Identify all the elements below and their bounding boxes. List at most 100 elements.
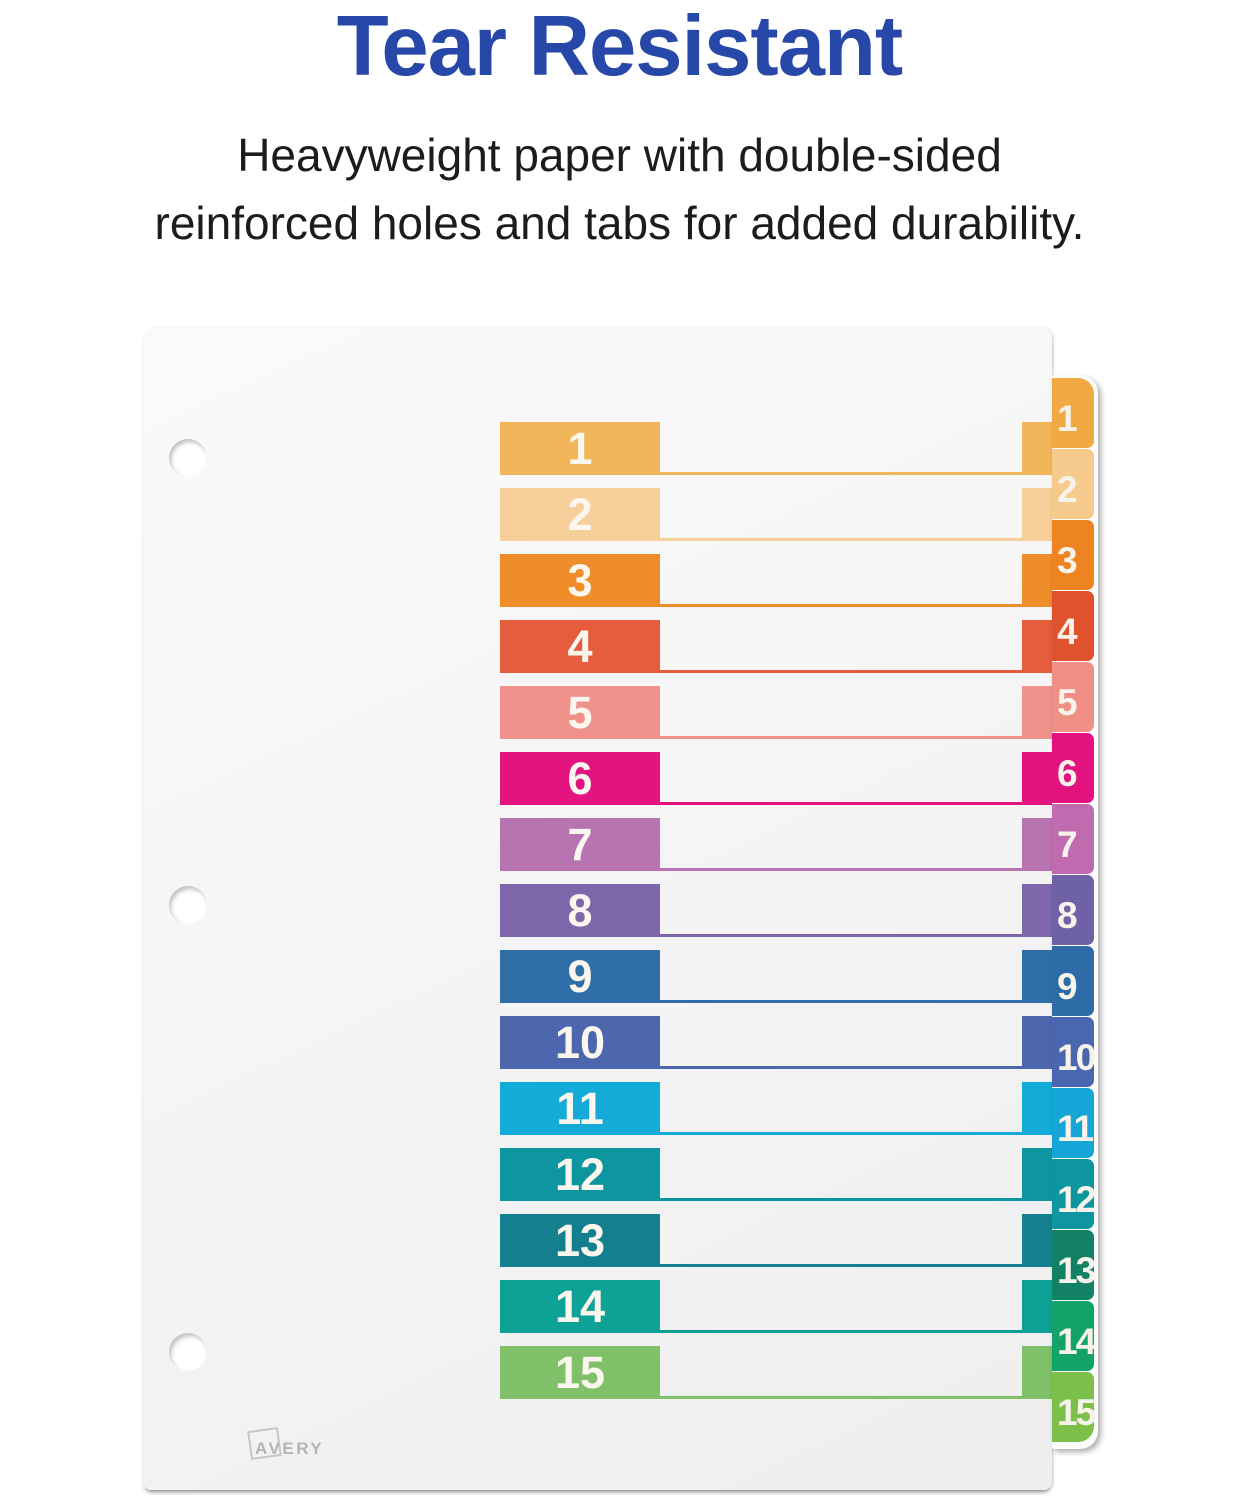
- row-end-cap: [1022, 1346, 1052, 1399]
- tab-label: 3: [1057, 539, 1078, 581]
- row-end-cap: [1022, 488, 1052, 541]
- row-end-cap: [1022, 752, 1052, 805]
- tab-label: 7: [1057, 823, 1078, 865]
- row-number-box: 7: [500, 818, 660, 871]
- toc-table: 1 2 3 4 5: [500, 422, 1052, 1412]
- row-underline: [660, 472, 1022, 475]
- tab-label: 6: [1057, 752, 1078, 794]
- brand-name: AVERY: [255, 1439, 325, 1458]
- tab-label: 14: [1057, 1320, 1096, 1362]
- punch-hole-top: [169, 439, 207, 477]
- row-number-box: 5: [500, 686, 660, 739]
- row-number-box: 1: [500, 422, 660, 475]
- row-number-box: 6: [500, 752, 660, 805]
- toc-row-2: 2: [500, 488, 1052, 541]
- page-subtitle: Heavyweight paper with double-sided rein…: [0, 122, 1239, 257]
- index-tab-6: 6: [1052, 733, 1094, 803]
- row-underline: [660, 604, 1022, 607]
- row-number-box: 14: [500, 1280, 660, 1333]
- row-underline: [660, 538, 1022, 541]
- row-number-box: 13: [500, 1214, 660, 1267]
- tab-label: 1: [1057, 397, 1078, 439]
- row-number-box: 8: [500, 884, 660, 937]
- row-underline: [660, 670, 1022, 673]
- row-number-box: 11: [500, 1082, 660, 1135]
- index-tab-4: 4: [1052, 591, 1094, 661]
- toc-row-13: 13: [500, 1214, 1052, 1267]
- row-underline: [660, 1000, 1022, 1003]
- row-end-cap: [1022, 884, 1052, 937]
- row-underline: [660, 1330, 1022, 1333]
- index-tab-13: 13: [1052, 1230, 1096, 1300]
- toc-row-11: 11: [500, 1082, 1052, 1135]
- toc-row-15: 15: [500, 1346, 1052, 1399]
- row-end-cap: [1022, 1214, 1052, 1267]
- row-number-box: 15: [500, 1346, 660, 1399]
- row-underline: [660, 1396, 1022, 1399]
- row-end-cap: [1022, 422, 1052, 475]
- index-tab-3: 3: [1052, 520, 1094, 590]
- subtitle-line-1: Heavyweight paper with double-sided: [237, 129, 1002, 181]
- index-tab-11: 11: [1052, 1088, 1094, 1158]
- row-underline: [660, 802, 1022, 805]
- toc-row-14: 14: [500, 1280, 1052, 1333]
- toc-row-9: 9: [500, 950, 1052, 1003]
- toc-row-1: 1: [500, 422, 1052, 475]
- toc-row-5: 5: [500, 686, 1052, 739]
- subtitle-line-2: reinforced holes and tabs for added dura…: [154, 196, 1085, 249]
- tab-label: 9: [1057, 965, 1078, 1007]
- row-end-cap: [1022, 950, 1052, 1003]
- row-number-box: 4: [500, 620, 660, 673]
- row-end-cap: [1022, 686, 1052, 739]
- index-tab-14: 14: [1052, 1301, 1096, 1371]
- row-number-box: 12: [500, 1148, 660, 1201]
- avery-logo: AVERY: [247, 1426, 325, 1464]
- row-number-box: 3: [500, 554, 660, 607]
- index-tab-1: 1: [1052, 378, 1094, 448]
- index-tab-9: 9: [1052, 946, 1094, 1016]
- row-underline: [660, 1132, 1022, 1135]
- row-underline: [660, 868, 1022, 871]
- row-underline: [660, 1066, 1022, 1069]
- row-end-cap: [1022, 1148, 1052, 1201]
- tab-label: 10: [1057, 1036, 1096, 1078]
- toc-row-8: 8: [500, 884, 1052, 937]
- row-end-cap: [1022, 818, 1052, 871]
- row-underline: [660, 736, 1022, 739]
- punch-hole-middle: [169, 886, 207, 924]
- index-tab-8: 8: [1052, 875, 1094, 945]
- index-tab-15: 15: [1052, 1372, 1096, 1442]
- row-end-cap: [1022, 1016, 1052, 1069]
- index-tab-12: 12: [1052, 1159, 1096, 1229]
- row-number-box: 2: [500, 488, 660, 541]
- toc-row-4: 4: [500, 620, 1052, 673]
- index-tab-7: 7: [1052, 804, 1094, 874]
- toc-row-3: 3: [500, 554, 1052, 607]
- tab-label: 13: [1057, 1249, 1096, 1291]
- toc-row-10: 10: [500, 1016, 1052, 1069]
- index-tab-10: 10: [1052, 1017, 1096, 1087]
- row-number-box: 10: [500, 1016, 660, 1069]
- tab-label: 2: [1057, 468, 1078, 510]
- tab-label: 8: [1057, 894, 1078, 936]
- tab-label: 5: [1057, 681, 1078, 723]
- row-end-cap: [1022, 1280, 1052, 1333]
- row-end-cap: [1022, 554, 1052, 607]
- tab-label: 12: [1057, 1178, 1096, 1220]
- tab-label: 15: [1057, 1391, 1096, 1433]
- index-tab-2: 2: [1052, 449, 1094, 519]
- row-underline: [660, 1264, 1022, 1267]
- punch-hole-bottom: [169, 1333, 207, 1371]
- row-end-cap: [1022, 620, 1052, 673]
- toc-row-12: 12: [500, 1148, 1052, 1201]
- row-underline: [660, 934, 1022, 937]
- tab-label: 4: [1057, 610, 1078, 652]
- index-tab-5: 5: [1052, 662, 1094, 732]
- tab-strip: 1 2 3 4 5 6 7: [1052, 375, 1098, 1449]
- divider-sheet: 1 2 3 4 5: [143, 328, 1098, 1490]
- toc-row-7: 7: [500, 818, 1052, 871]
- toc-row-6: 6: [500, 752, 1052, 805]
- row-number-box: 9: [500, 950, 660, 1003]
- row-end-cap: [1022, 1082, 1052, 1135]
- page-title: Tear Resistant: [336, 0, 903, 94]
